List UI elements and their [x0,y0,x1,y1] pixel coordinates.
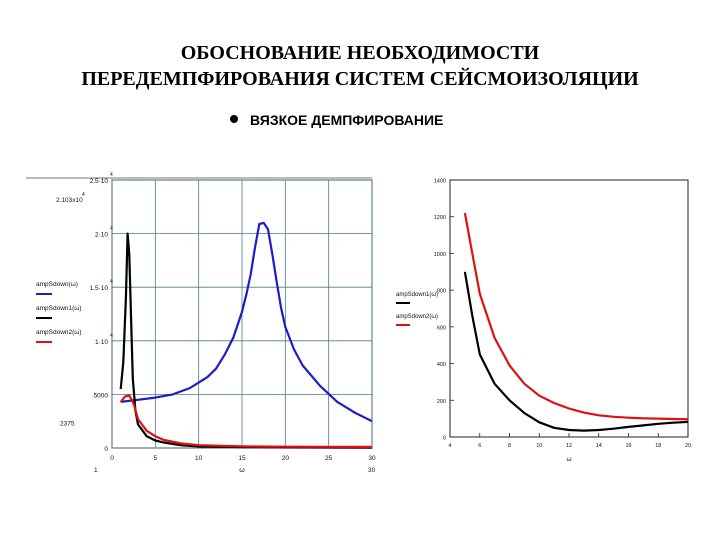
chart2-ytick-label: 400 [437,362,446,368]
slide-title-line2: ПЕРЕДЕМПФИРОВАНИЯ СИСТЕМ СЕЙСМОИЗОЛЯЦИИ [81,68,639,90]
chart1-xmax-note: 30 [368,467,376,474]
bullet-item: ВЯЗКОЕ ДЕМПФИРОВАНИЕ [230,112,443,128]
chart2-xtick-label: 4 [448,443,451,449]
chart1-ytick-label: 0 [104,446,108,453]
chart1-ytick-exp: 4 [110,172,113,178]
chart2-ytick-label: 1200 [434,215,446,221]
chart2-series-line-0 [463,271,689,432]
chart1-ytick-label: 2.5·10 [90,178,109,185]
chart1-series-line-2 [119,394,373,448]
chart1-ytick-label: 1.5·10 [90,285,109,292]
chart1-xtick-label: 30 [368,455,376,462]
chart2-ytick-label: 600 [437,325,446,331]
chart2-xtick-label: 6 [478,443,481,449]
chart1-xtick-label: 5 [154,455,158,462]
bullet-dot-icon [230,115,238,124]
chart1-ymin-note: 2375 [60,421,75,428]
bullet-text: ВЯЗКОЕ ДЕМПФИРОВАНИЕ [250,112,444,128]
chart2-xtick-label: 14 [596,443,602,449]
chart1-ytick-label: 1·10 [95,339,108,346]
chart1-legend-label: ampSdown(ω) [36,281,78,288]
chart2-xlabel: ω [566,456,571,463]
chart1-xtick-label: 25 [325,455,333,462]
chart1-ytick-exp: 4 [110,333,113,339]
chart1-legend-label: ampSdown1(ω) [36,305,82,312]
chart2-ytick-label: 0 [443,436,446,442]
chart1-xtick-label: 0 [110,455,114,462]
chart2-ytick-label: 200 [437,399,446,405]
chart2-xtick-label: 16 [625,443,631,449]
chart2-xtick-label: 10 [536,443,542,449]
chart1-xtick-label: 20 [282,455,290,462]
chart1-series-line-0 [120,221,373,423]
chart-viscous-damping-right: 0 200 400 600 800 1000 1200 1400 4 6 8 10 12 14 16 18 20… [396,179,691,463]
chart1-ytick-exp: 4 [110,279,113,285]
chart2-ytick-label: 800 [437,289,446,295]
chart2-series-line-1 [463,212,689,421]
chart1-ytick-label: 2·10 [95,232,108,239]
chart2-ytick-label: 1400 [434,179,446,185]
chart1-ytick-label: 5000 [94,392,109,399]
chart1-xmin-note: 1 [94,467,98,474]
chart2-xtick-label: 18 [655,443,661,449]
chart2-legend-label: ampSdown1(ω) [396,292,438,298]
chart1-xlabel: ω [239,467,245,474]
chart1-ymax-note: 2.103x10 [56,197,83,204]
chart1-ymax-note-exp: 4 [82,192,85,198]
chart1-legend-label: ampSdown2(ω) [36,329,82,336]
chart2-legend-label: ampSdown2(ω) [396,314,438,320]
chart2-xtick-label: 20 [685,443,691,449]
slide-title-line1: ОБОСНОВАНИЕ НЕОБХОДИМОСТИ [180,42,540,64]
chart1-xtick-label: 15 [238,455,246,462]
chart1-xtick-label: 10 [195,455,203,462]
chart2-xtick-label: 8 [508,443,511,449]
chart1-ytick-exp: 4 [110,226,113,232]
chart2-ytick-label: 1000 [434,252,446,258]
chart2-xtick-label: 12 [566,443,572,449]
